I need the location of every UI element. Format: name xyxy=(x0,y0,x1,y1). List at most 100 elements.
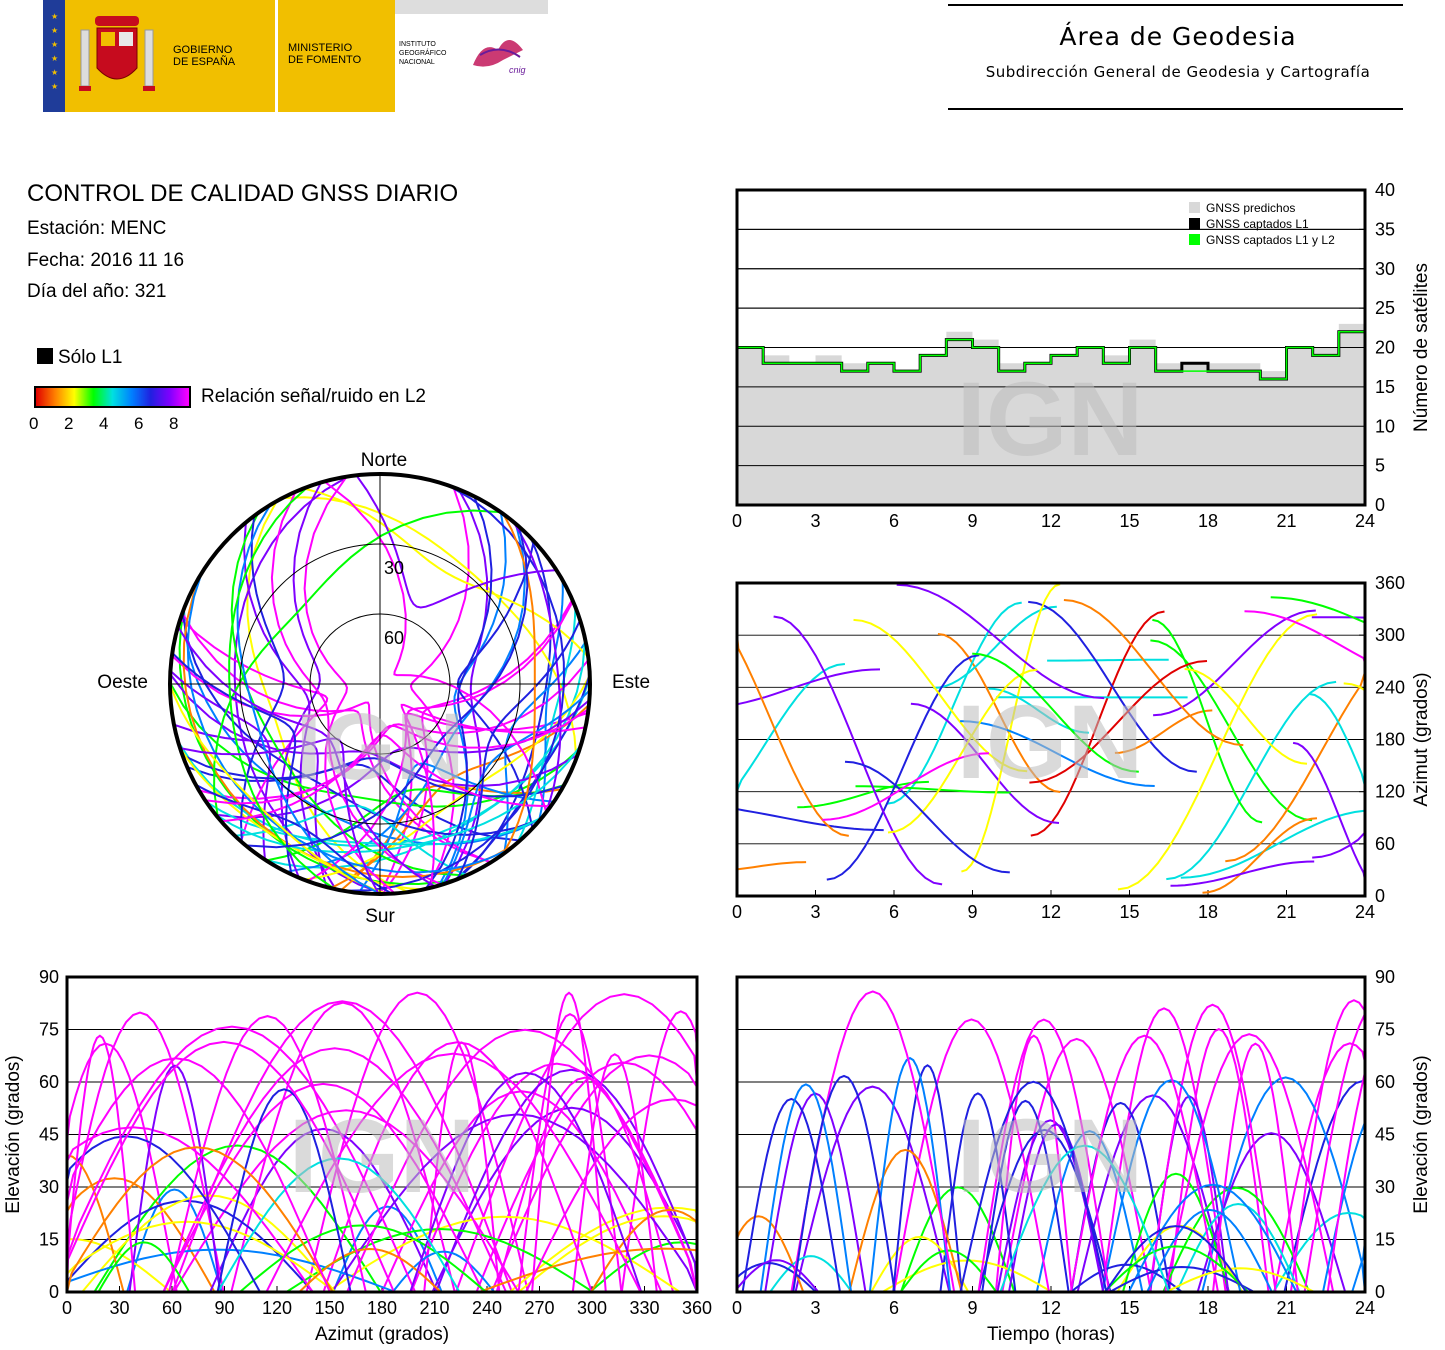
x-tick-label: 30 xyxy=(109,1298,129,1318)
satellite-track xyxy=(181,612,492,864)
y-tick-label: 0 xyxy=(1375,495,1385,515)
satellite-track xyxy=(424,495,493,890)
plot-frame xyxy=(735,188,1367,507)
elevation-vs-time-chart: 0 15 30 45 60 75 90 0 3 6 9 12 15 18 21 24 Elevación (gr… xyxy=(732,967,1432,1345)
satellite-track xyxy=(792,1074,896,1293)
satellite-track xyxy=(1150,639,1313,822)
satellite-track xyxy=(93,1144,382,1293)
satellite-track xyxy=(892,1064,963,1293)
date-label: Fecha: 2016 11 16 xyxy=(27,250,185,271)
satellite-track xyxy=(1202,817,1318,894)
satellite-track xyxy=(66,1034,137,1293)
satellite-track xyxy=(435,1068,698,1293)
plot-area: 0 15 30 45 60 75 90 0 3 6 9 12 15 18 21 24 Elevación (gr… xyxy=(732,967,1432,1345)
satellite-track xyxy=(346,1028,698,1293)
satellite-track xyxy=(1001,1037,1152,1293)
satellite-track xyxy=(66,1220,336,1293)
legend-swatch xyxy=(1189,218,1200,229)
satellite-track xyxy=(357,762,554,894)
satellite-track xyxy=(323,480,548,813)
satellite-track xyxy=(797,780,929,809)
y-tick-label: 90 xyxy=(1375,967,1395,987)
series-line-2 xyxy=(737,330,1366,380)
satellite-track xyxy=(170,682,581,808)
satellite-track xyxy=(1184,668,1308,765)
satellite-track xyxy=(216,1088,352,1293)
x-tick-label: 21 xyxy=(1276,511,1296,531)
satellite-track xyxy=(826,654,980,881)
x-tick-label: 9 xyxy=(967,511,977,531)
satellite-track xyxy=(1109,1265,1255,1293)
satellite-track xyxy=(1101,1007,1227,1293)
satellite-track xyxy=(66,1146,334,1293)
snr-label: Relación señal/ruido en L2 xyxy=(201,386,426,407)
satellite-track xyxy=(236,504,381,894)
y-tick-label: 60 xyxy=(39,1072,59,1092)
snr-tick-0: 0 xyxy=(29,414,39,433)
satellite-track xyxy=(213,509,501,818)
x-tick-label: 150 xyxy=(314,1298,344,1318)
l1-only-swatch xyxy=(37,348,53,364)
x-tick-label: 0 xyxy=(732,1298,742,1318)
plot-frame xyxy=(735,975,1367,1294)
east-label: Este xyxy=(612,672,650,693)
satellite-track xyxy=(939,1092,1017,1293)
cnig-text: cnig xyxy=(509,65,526,75)
gobierno-line1: GOBIERNO xyxy=(173,44,233,56)
ign-watermark: IGN xyxy=(957,1098,1144,1215)
x-tick-label: 6 xyxy=(889,902,899,922)
satellite-track xyxy=(181,754,564,798)
south-label: Sur xyxy=(365,906,395,927)
x-tick-label: 15 xyxy=(1119,1298,1139,1318)
x-tick-label: 9 xyxy=(967,902,977,922)
satellite-track xyxy=(960,720,1155,787)
x-tick-label: 360 xyxy=(682,1298,712,1318)
satellite-track xyxy=(265,1052,642,1293)
satellite-track xyxy=(331,1113,698,1293)
satellite-track xyxy=(221,734,551,823)
x-tick-label: 120 xyxy=(262,1298,292,1318)
skyplot-border xyxy=(168,472,592,896)
satellite-track xyxy=(853,618,1028,773)
y-tick-label: 45 xyxy=(39,1125,59,1145)
satellite-track xyxy=(409,1071,643,1293)
y-tick-label: 60 xyxy=(1375,1072,1395,1092)
satellite-track xyxy=(162,1082,484,1293)
satellite-track xyxy=(409,486,470,889)
x-tick-label: 21 xyxy=(1276,1298,1296,1318)
x-tick-label: 12 xyxy=(1041,511,1061,531)
satellite-track xyxy=(410,1062,698,1293)
snr-tick-6: 6 xyxy=(134,414,144,433)
satellite-track xyxy=(759,1083,853,1293)
satellite-track xyxy=(457,537,552,880)
y-axis-label: Elevación (grados) xyxy=(3,1055,24,1213)
satellite-track xyxy=(870,1235,970,1293)
satellite-track xyxy=(400,703,586,888)
azimuth-vs-time-chart: 0 60 120 180 240 300 360 0 3 6 9 12 15 18 21 24 Azimut (… xyxy=(732,573,1432,922)
y-tick-label: 0 xyxy=(49,1282,59,1302)
satellite-track xyxy=(1069,1034,1219,1293)
snr-tick-4: 4 xyxy=(99,414,109,433)
satellite-track xyxy=(234,804,468,877)
y-axis-label: Azimut (grados) xyxy=(1411,672,1432,806)
snr-tick-8: 8 xyxy=(169,414,179,433)
x-tick-label: 12 xyxy=(1041,1298,1061,1318)
satellite-track xyxy=(171,652,297,875)
x-tick-label: 24 xyxy=(1355,511,1375,531)
y-tick-label: 15 xyxy=(1375,377,1395,397)
x-tick-label: 6 xyxy=(889,1298,899,1318)
satellite-track xyxy=(441,689,590,885)
satellite-track xyxy=(270,491,443,886)
plot-frame xyxy=(65,975,699,1294)
satellite-track xyxy=(1076,1094,1229,1293)
satellite-track xyxy=(1114,709,1213,754)
y-axis-label: Número de satélites xyxy=(1411,263,1432,432)
satellite-track xyxy=(1047,658,1169,662)
x-tick-label: 9 xyxy=(967,1298,977,1318)
satellite-track xyxy=(443,488,489,885)
satellite-track xyxy=(285,523,526,873)
area-title: Área de Geodesia xyxy=(1059,22,1297,51)
satellite-track xyxy=(972,652,1139,773)
satellite-track xyxy=(773,615,943,886)
y-tick-label: 90 xyxy=(39,967,59,987)
